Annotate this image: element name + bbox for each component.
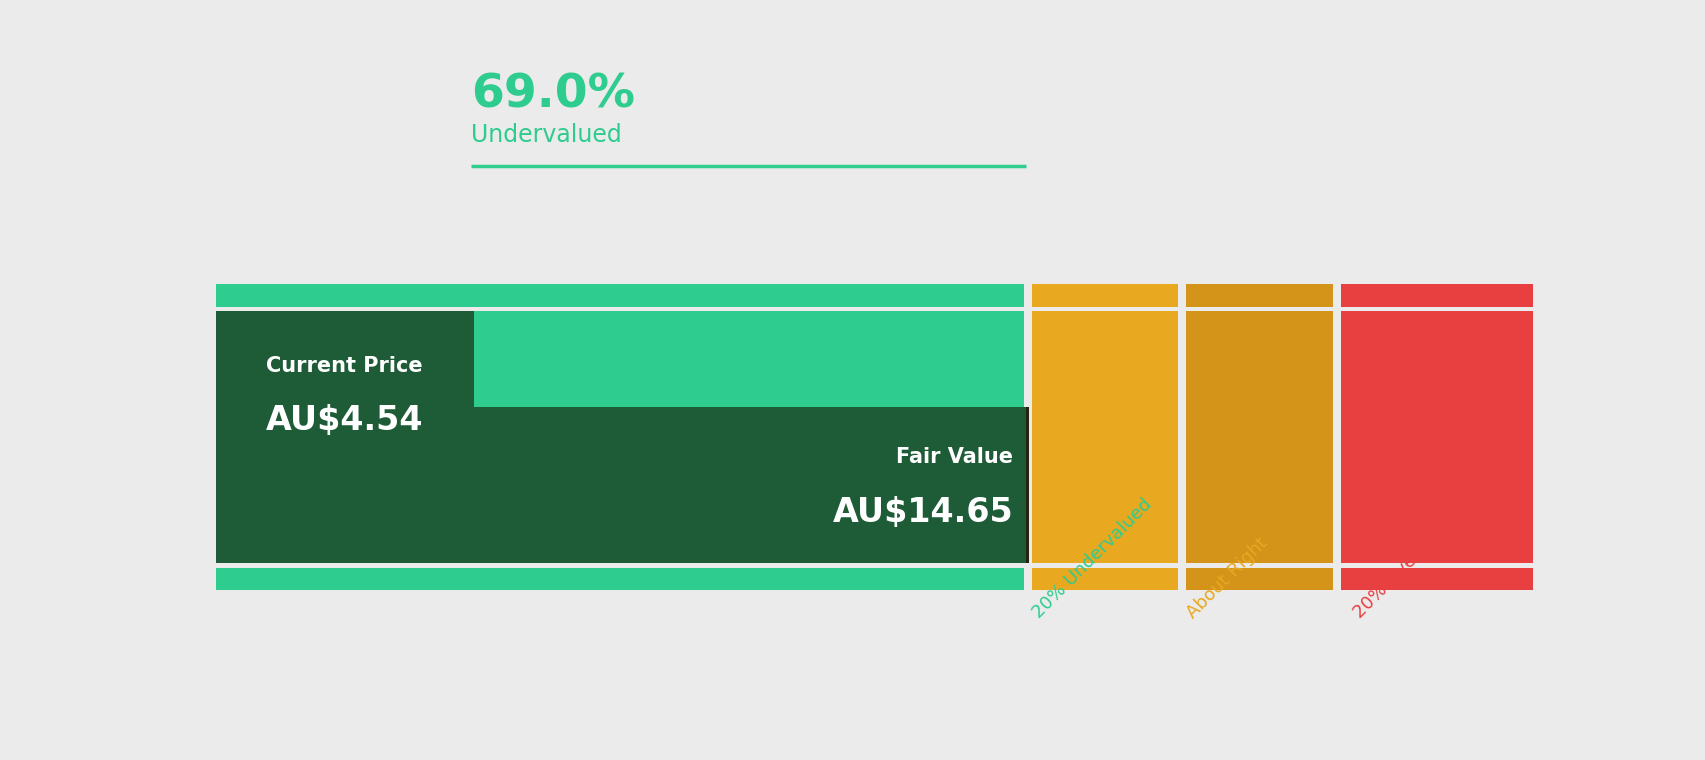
Bar (1340, 312, 1531, 563)
Text: Fair Value: Fair Value (895, 447, 1013, 467)
Text: Current Price: Current Price (266, 356, 423, 376)
Bar (1032, 284, 1178, 306)
Bar (217, 312, 474, 467)
Bar (217, 284, 1023, 306)
Text: AU$14.65: AU$14.65 (832, 496, 1013, 530)
Text: Undervalued: Undervalued (471, 123, 621, 147)
Bar (1185, 312, 1332, 563)
Text: AU$4.54: AU$4.54 (266, 404, 423, 437)
Bar (1032, 568, 1178, 590)
Bar (1026, 407, 1028, 563)
Bar (1340, 284, 1531, 306)
Bar (217, 312, 1023, 563)
Bar (217, 568, 1023, 590)
Bar (217, 407, 1028, 563)
Bar (1185, 284, 1332, 306)
Bar (1032, 312, 1178, 563)
Text: 20% Overvalued: 20% Overvalued (1350, 503, 1468, 622)
Bar (1185, 568, 1332, 590)
Text: 69.0%: 69.0% (471, 72, 634, 118)
Text: 20% Undervalued: 20% Undervalued (1028, 496, 1154, 622)
Text: About Right: About Right (1183, 534, 1270, 622)
Bar (1340, 568, 1531, 590)
